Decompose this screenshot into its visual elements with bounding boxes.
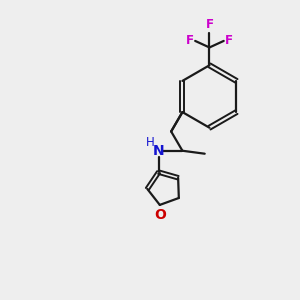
Text: F: F [206,18,213,31]
Text: N: N [153,144,164,158]
Text: F: F [225,34,233,47]
Text: F: F [186,34,194,47]
Text: H: H [146,136,155,149]
Text: O: O [154,208,166,223]
